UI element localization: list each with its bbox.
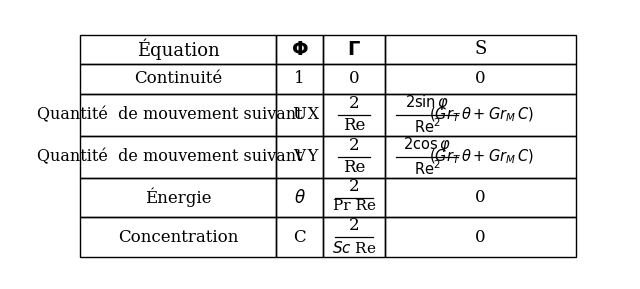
Text: S: S	[474, 40, 486, 58]
Text: C: C	[293, 229, 306, 246]
Text: Re: Re	[343, 116, 365, 134]
Bar	[323, 35, 385, 64]
Text: Concentration: Concentration	[118, 229, 238, 246]
Bar	[385, 136, 576, 178]
Bar	[276, 94, 323, 136]
Bar	[80, 178, 276, 217]
Bar	[385, 64, 576, 94]
Text: $2\cos\varphi$: $2\cos\varphi$	[403, 135, 451, 154]
Bar	[80, 64, 276, 94]
Bar	[385, 94, 576, 136]
Text: $\theta$: $\theta$	[294, 189, 305, 207]
Text: $\mathbf{\Gamma}$: $\mathbf{\Gamma}$	[347, 40, 361, 59]
Text: V: V	[294, 148, 305, 165]
Bar	[276, 64, 323, 94]
Text: 0: 0	[476, 229, 486, 246]
Text: 2: 2	[349, 178, 359, 195]
Text: Quantité  de mouvement suivant Y: Quantité de mouvement suivant Y	[37, 148, 319, 165]
Bar	[276, 35, 323, 64]
Text: $\mathit{Sc}$ Re: $\mathit{Sc}$ Re	[332, 240, 376, 255]
Text: $\mathrm{Re}^2$: $\mathrm{Re}^2$	[414, 159, 440, 178]
Bar	[323, 64, 385, 94]
Text: $\mathbf{\Phi}$: $\mathbf{\Phi}$	[291, 40, 308, 59]
Text: Quantité  de mouvement suivant X: Quantité de mouvement suivant X	[37, 106, 319, 123]
Bar	[385, 35, 576, 64]
Bar	[323, 178, 385, 217]
Text: 2: 2	[349, 217, 359, 234]
Bar	[323, 94, 385, 136]
Text: 0: 0	[476, 189, 486, 206]
Text: Pr Re: Pr Re	[333, 199, 376, 213]
Bar	[80, 217, 276, 257]
Bar	[385, 178, 576, 217]
Bar	[385, 217, 576, 257]
Text: $\mathrm{Re}^2$: $\mathrm{Re}^2$	[414, 117, 440, 136]
Text: 0: 0	[476, 71, 486, 88]
Text: Continuité: Continuité	[134, 71, 222, 88]
Bar	[323, 217, 385, 257]
Text: 1: 1	[294, 71, 305, 88]
Bar	[80, 136, 276, 178]
Bar	[323, 136, 385, 178]
Text: 2: 2	[349, 95, 359, 112]
Text: $(Gr_T\,\theta+Gr_M\,C)$: $(Gr_T\,\theta+Gr_M\,C)$	[429, 105, 534, 124]
Text: U: U	[292, 106, 307, 123]
Bar	[276, 178, 323, 217]
Text: $2\sin\varphi$: $2\sin\varphi$	[405, 92, 449, 112]
Bar	[80, 94, 276, 136]
Text: Équation: Équation	[136, 39, 220, 60]
Text: $(Gr_T\,\theta+Gr_M\,C)$: $(Gr_T\,\theta+Gr_M\,C)$	[429, 147, 534, 166]
Bar	[80, 35, 276, 64]
Bar	[276, 217, 323, 257]
Text: Re: Re	[343, 158, 365, 175]
Text: Énergie: Énergie	[145, 188, 211, 207]
Text: 2: 2	[349, 137, 359, 154]
Bar	[276, 136, 323, 178]
Text: 0: 0	[349, 71, 359, 88]
